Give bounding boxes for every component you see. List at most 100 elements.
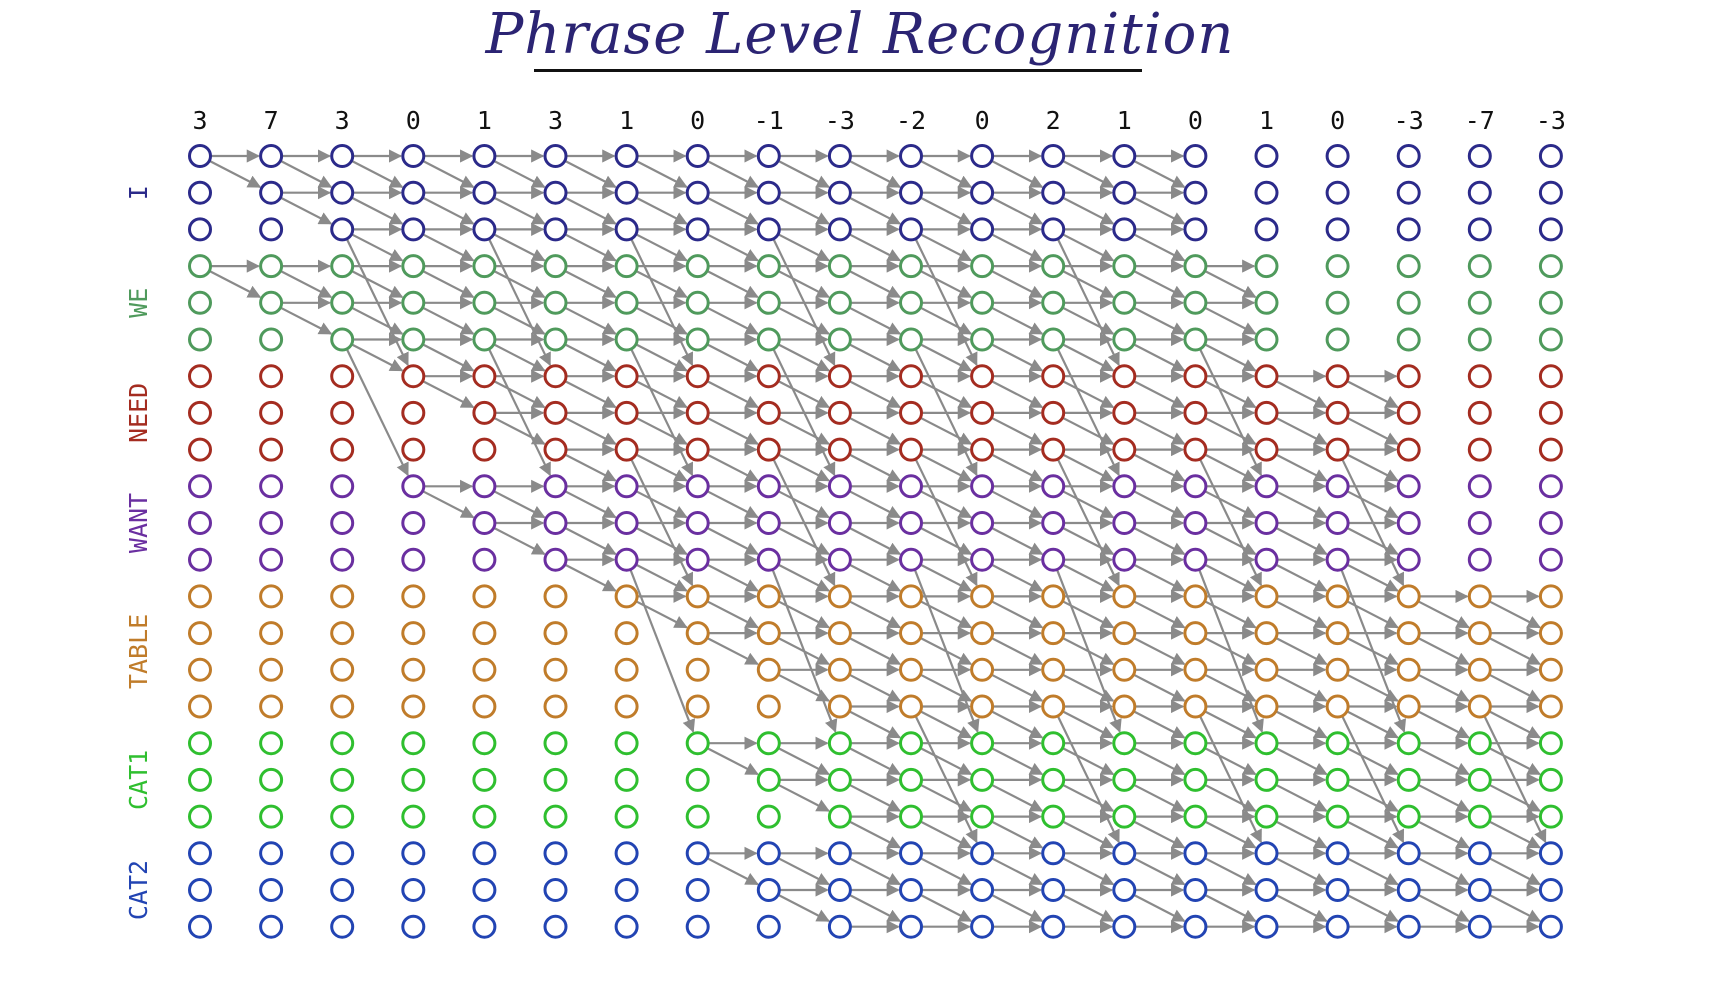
transition-arrow (423, 307, 475, 335)
transition-arrow (707, 637, 759, 666)
state-node (330, 144, 355, 168)
transition-arrow (991, 857, 1044, 886)
state-node (1183, 657, 1208, 682)
state-node (970, 657, 995, 682)
state-node (827, 914, 852, 939)
state-node (1538, 804, 1563, 829)
state-node (756, 474, 781, 499)
state-node (259, 841, 284, 866)
transition-arrow (991, 820, 1044, 849)
state-node (330, 694, 355, 719)
state-node (1467, 180, 1492, 205)
state-node (330, 767, 355, 792)
state-node (1254, 400, 1279, 425)
state-node (1183, 584, 1208, 609)
state-node (1183, 694, 1208, 719)
state-node (970, 584, 995, 609)
transition-arrow (1062, 307, 1115, 335)
state-node (1325, 657, 1350, 682)
state-node (756, 180, 781, 205)
transition-arrow (920, 380, 973, 409)
transition-arrow (1489, 674, 1541, 702)
state-node (1041, 878, 1066, 902)
state-node (259, 180, 284, 205)
state-node (970, 621, 995, 646)
transition-arrow (707, 747, 759, 776)
word-label-we: WE (124, 288, 153, 318)
transition-arrow (778, 453, 830, 482)
state-node (543, 474, 568, 499)
state-node (472, 584, 497, 609)
frame-score: -7 (1465, 106, 1495, 135)
state-node (899, 731, 923, 756)
state-node (472, 878, 497, 902)
state-node (899, 767, 923, 792)
state-node (1254, 144, 1279, 168)
state-node (827, 217, 852, 242)
transition-arrow (920, 196, 973, 225)
state-node (401, 767, 426, 792)
state-node (685, 437, 710, 462)
state-node (756, 914, 781, 939)
state-node (899, 144, 923, 168)
state-node (685, 217, 710, 242)
state-node (1041, 547, 1066, 572)
transition-arrow (1205, 453, 1257, 482)
state-node (472, 437, 497, 462)
state-node (1254, 914, 1279, 939)
state-node (543, 217, 568, 242)
state-node (1112, 217, 1137, 242)
state-node (970, 437, 995, 462)
state-node (1467, 731, 1492, 756)
transition-arrow (920, 784, 973, 812)
state-node (970, 547, 995, 572)
state-node (1254, 180, 1279, 205)
state-node (330, 841, 355, 866)
state-node (1254, 767, 1279, 792)
transition-arrow (920, 527, 973, 555)
state-node (756, 217, 781, 242)
transition-arrow (1062, 637, 1115, 666)
state-node (1254, 364, 1279, 389)
transition-arrow (849, 563, 902, 592)
state-node (1254, 694, 1279, 719)
state-node (401, 804, 426, 829)
state-node (970, 804, 995, 829)
transition-arrow (920, 857, 973, 886)
state-node (899, 437, 923, 462)
state-node (1538, 547, 1563, 572)
state-node (472, 547, 497, 572)
transition-arrow (991, 196, 1044, 225)
state-node (756, 621, 781, 646)
transition-arrow (423, 490, 475, 519)
transition-arrow (494, 380, 546, 409)
state-node (330, 878, 355, 902)
title-underline (534, 69, 1142, 72)
transition-arrow (1418, 784, 1470, 812)
transition-arrow (849, 857, 902, 886)
state-node (1467, 400, 1492, 425)
state-node (259, 694, 284, 719)
state-node (899, 804, 923, 829)
state-node (827, 364, 852, 389)
transition-arrow (1418, 637, 1470, 666)
transition-arrow (920, 270, 973, 299)
transition-arrow (849, 417, 902, 445)
transition-arrow (1276, 784, 1328, 812)
state-node (827, 694, 852, 719)
transition-arrow (636, 453, 688, 482)
transition-arrow (1276, 747, 1328, 776)
state-node (1396, 400, 1421, 425)
state-node (1254, 731, 1279, 756)
state-node (1112, 694, 1137, 719)
state-node (1538, 914, 1563, 939)
state-node (401, 290, 426, 315)
state-node (259, 731, 284, 756)
transition-arrow (1062, 674, 1115, 702)
state-node (401, 547, 426, 572)
transition-arrow (1347, 857, 1399, 886)
word-label-cat2: CAT2 (124, 860, 153, 920)
transition-arrow (565, 453, 617, 482)
state-node (543, 657, 568, 682)
transition-arrow (1276, 674, 1328, 702)
